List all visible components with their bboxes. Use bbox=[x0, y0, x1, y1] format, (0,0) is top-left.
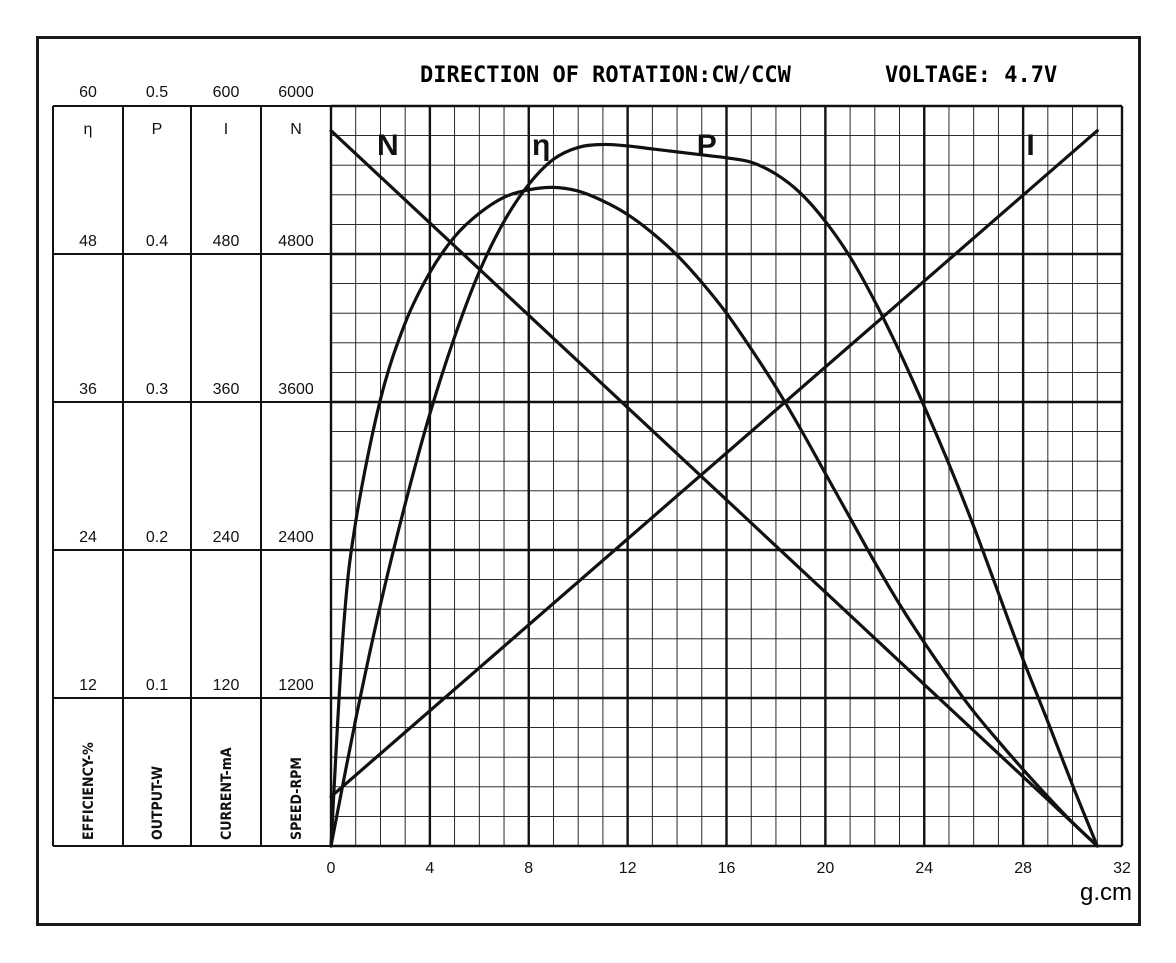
x-axis-ticks: 0 4 8 12 16 20 24 28 32 bbox=[327, 860, 1131, 877]
series-line-output bbox=[329, 142, 1099, 848]
x-tick-label: 12 bbox=[619, 860, 637, 877]
axis-max-speed-rpm: 6000 bbox=[278, 84, 314, 101]
axis-tick-label: 0.4 bbox=[146, 233, 168, 250]
axis-unit-label: OUTPUT-W bbox=[150, 766, 166, 840]
series-line-efficiency bbox=[329, 185, 1099, 848]
axis-tick-label: 360 bbox=[213, 381, 240, 398]
axis-tick-label: 24 bbox=[79, 529, 97, 546]
axis-max-output-w: 0.5 bbox=[146, 84, 168, 101]
axis-labels: 60 η 12 24 36 48 EFFICIENCY-% 0.5 P 0.1 0.2 0.3 0.4 O… bbox=[79, 84, 314, 840]
curve-label: P bbox=[697, 129, 717, 162]
axis-max-efficiency-%: 60 bbox=[79, 84, 97, 101]
axis-tick-label: 0.3 bbox=[146, 381, 168, 398]
voltage-label: VOLTAGE: 4.7V bbox=[885, 63, 1057, 88]
series-line-current bbox=[329, 129, 1099, 799]
curve-label: η bbox=[532, 129, 550, 162]
axis-max-current-ma: 600 bbox=[213, 84, 240, 101]
axis-symbol: P bbox=[152, 121, 163, 138]
axis-tick-label: 120 bbox=[213, 677, 240, 694]
axis-symbol: η bbox=[84, 121, 93, 138]
chart-grid bbox=[329, 104, 1124, 848]
axis-symbol: N bbox=[290, 121, 302, 138]
axis-table bbox=[52, 105, 332, 847]
axis-unit-label: SPEED-RPM bbox=[289, 757, 305, 840]
axis-unit-label: CURRENT-mA bbox=[219, 747, 235, 840]
axis-tick-label: 240 bbox=[213, 529, 240, 546]
x-tick-label: 28 bbox=[1014, 860, 1032, 877]
axis-tick-label: 0.1 bbox=[146, 677, 168, 694]
x-tick-label: 20 bbox=[816, 860, 834, 877]
chart-curves bbox=[329, 129, 1099, 848]
series-line-speed bbox=[329, 129, 1099, 848]
x-tick-label: 8 bbox=[524, 860, 533, 877]
curve-label: I bbox=[1026, 129, 1034, 162]
axis-unit-label: EFFICIENCY-% bbox=[81, 742, 97, 840]
chart-title: DIRECTION OF ROTATION:CW/CCW bbox=[420, 63, 792, 88]
x-axis-label: g.cm bbox=[1080, 879, 1132, 906]
axis-tick-label: 4800 bbox=[278, 233, 314, 250]
axis-tick-label: 1200 bbox=[278, 677, 314, 694]
x-tick-label: 32 bbox=[1113, 860, 1131, 877]
x-tick-label: 24 bbox=[915, 860, 933, 877]
axis-tick-label: 36 bbox=[79, 381, 97, 398]
curve-label: N bbox=[377, 129, 399, 162]
x-tick-label: 4 bbox=[425, 860, 434, 877]
chart-frame bbox=[36, 36, 1141, 926]
axis-tick-label: 480 bbox=[213, 233, 240, 250]
axis-tick-label: 3600 bbox=[278, 381, 314, 398]
x-tick-label: 0 bbox=[327, 860, 336, 877]
axis-tick-label: 2400 bbox=[278, 529, 314, 546]
axis-symbol: I bbox=[224, 121, 228, 138]
axis-tick-label: 48 bbox=[79, 233, 97, 250]
x-tick-label: 16 bbox=[718, 860, 736, 877]
axis-tick-label: 12 bbox=[79, 677, 97, 694]
axis-tick-label: 0.2 bbox=[146, 529, 168, 546]
